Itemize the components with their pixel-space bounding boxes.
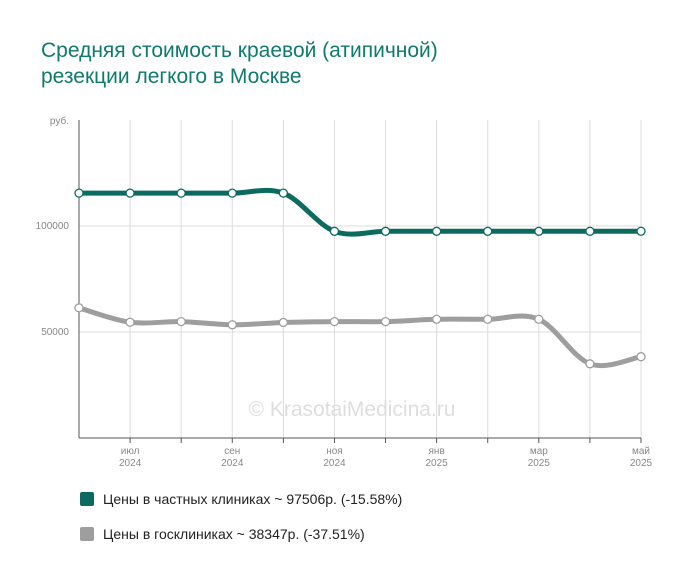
legend-item-private: Цены в частных клиниках ~ 97506р. (-15.5… <box>80 490 402 508</box>
chart-title-line-1: Средняя стоимость краевой (атипичной) <box>41 39 438 62</box>
x-tick-label-year: 2024 <box>119 458 142 469</box>
legend-swatch-private <box>80 492 94 506</box>
data-point <box>329 226 340 236</box>
data-point <box>227 188 237 198</box>
line-chart: © KrasotaiMedicina.ru 50000100000руб.июл… <box>36 115 653 469</box>
y-axis-label: руб. <box>50 115 69 127</box>
data-point <box>74 303 84 313</box>
x-tick-label-year: 2025 <box>426 458 449 469</box>
data-point <box>534 226 544 236</box>
legend-swatch-public <box>80 527 94 541</box>
data-point <box>585 359 595 369</box>
data-point <box>329 316 340 327</box>
data-point <box>636 226 646 236</box>
legend-item-public: Цены в госклиниках ~ 38347р. (-37.51%) <box>80 525 402 543</box>
chart-title-line-2: резекции легкого в Москве <box>41 65 302 88</box>
grid-lines <box>79 120 642 438</box>
data-point <box>278 188 289 198</box>
x-tick-label-month: мар <box>530 446 548 457</box>
data-point <box>278 317 289 328</box>
data-point <box>176 188 186 198</box>
x-tick-label-year: 2025 <box>528 458 551 469</box>
x-tick-label-month: янв <box>429 446 445 457</box>
series-line-1 <box>76 187 644 237</box>
watermark: © KrasotaiMedicina.ru <box>249 398 456 421</box>
data-point <box>227 320 237 330</box>
data-point <box>483 226 493 236</box>
data-point <box>585 226 595 236</box>
data-point <box>431 314 442 324</box>
x-tick-label-year: 2024 <box>221 458 244 469</box>
x-tick-label-year: 2024 <box>323 458 346 469</box>
legend-label-public: Цены в госклиниках ~ 38347р. (-37.51%) <box>103 526 365 542</box>
data-points <box>74 188 646 369</box>
data-point <box>74 188 84 198</box>
data-point <box>483 314 493 324</box>
legend: Цены в частных клиниках ~ 97506р. (-15.5… <box>80 490 402 560</box>
data-point <box>125 188 135 198</box>
data-point <box>431 226 442 236</box>
series-line-2 <box>76 305 644 368</box>
x-tick-label-year: 2025 <box>630 458 653 469</box>
x-tick-label-month: ноя <box>326 446 343 457</box>
x-tick-label-month: июл <box>121 446 140 457</box>
series-lines <box>76 187 644 368</box>
data-point <box>380 226 391 236</box>
axes: 50000100000руб.июл2024сен2024ноя2024янв2… <box>36 115 653 469</box>
data-point <box>534 314 544 324</box>
data-point <box>380 316 391 327</box>
chart-title: Средняя стоимость краевой (атипичной) ре… <box>41 38 438 90</box>
x-tick-label-month: май <box>632 446 650 457</box>
y-tick-label: 100000 <box>36 221 70 232</box>
data-point <box>125 317 135 327</box>
data-point <box>176 316 186 327</box>
legend-label-private: Цены в частных клиниках ~ 97506р. (-15.5… <box>103 491 403 507</box>
y-tick-label: 50000 <box>41 327 69 338</box>
x-tick-label-month: сен <box>224 446 240 457</box>
data-point <box>636 352 646 362</box>
